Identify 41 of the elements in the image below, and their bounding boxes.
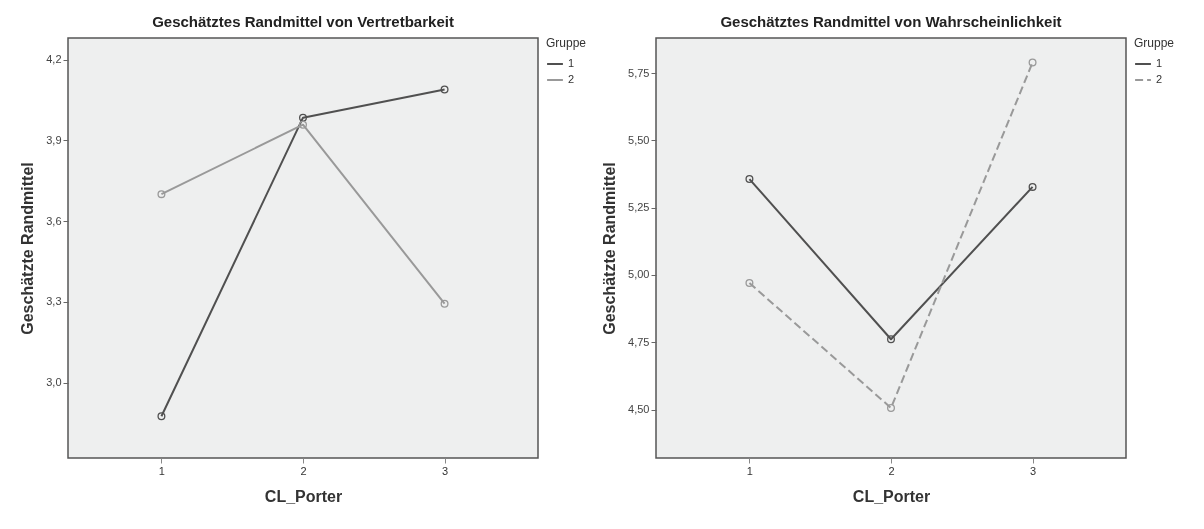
x-tick-label: 2 <box>888 464 895 477</box>
y-tick-label: 5,25 <box>628 201 650 214</box>
y-tick-label: 5,75 <box>628 66 650 79</box>
y-tick-label: 5,00 <box>628 268 650 281</box>
point <box>887 335 895 344</box>
point <box>299 120 307 129</box>
x-axis-title: CL_Porter <box>852 487 931 505</box>
legend-label: 1 <box>568 57 575 69</box>
chart-title: Geschätztes Randmittel von Wahrscheinlichkeit <box>720 13 1062 30</box>
point <box>299 113 307 122</box>
y-axis-title: Geschätzte Randmittel <box>601 162 619 335</box>
x-tick-label: 1 <box>746 464 753 477</box>
legend-title: Gruppe <box>546 36 587 50</box>
point <box>745 175 754 184</box>
y-axis-title: Geschätzte Randmittel <box>19 162 37 335</box>
point <box>745 279 754 287</box>
x-axis-title: CL_Porter <box>264 487 343 505</box>
point <box>887 403 895 412</box>
legend-label: 1 <box>1156 57 1163 69</box>
point <box>157 412 166 421</box>
legend-title: Gruppe <box>1134 36 1175 50</box>
point <box>440 299 449 308</box>
point <box>157 190 166 199</box>
y-tick-label: 4,50 <box>628 403 650 416</box>
y-tick-label: 3,9 <box>46 133 62 146</box>
y-tick-label: 5,50 <box>628 133 650 146</box>
legend-label: 2 <box>568 73 575 85</box>
point <box>1028 182 1037 191</box>
x-tick-label: 3 <box>1030 464 1037 477</box>
x-tick-label: 2 <box>300 464 307 477</box>
y-tick-label: 4,2 <box>46 53 62 66</box>
x-tick-label: 1 <box>158 464 165 477</box>
y-tick-label: 3,6 <box>46 214 62 227</box>
y-tick-label: 3,3 <box>46 295 62 308</box>
x-tick-label: 3 <box>442 464 449 477</box>
chart-title: Geschätztes Randmittel von Vertretbarkeit <box>152 13 454 30</box>
y-tick-label: 3,0 <box>46 376 62 389</box>
legend-label: 2 <box>1156 73 1163 85</box>
point <box>440 85 449 94</box>
point <box>1028 58 1037 67</box>
y-tick-label: 4,75 <box>628 335 650 348</box>
